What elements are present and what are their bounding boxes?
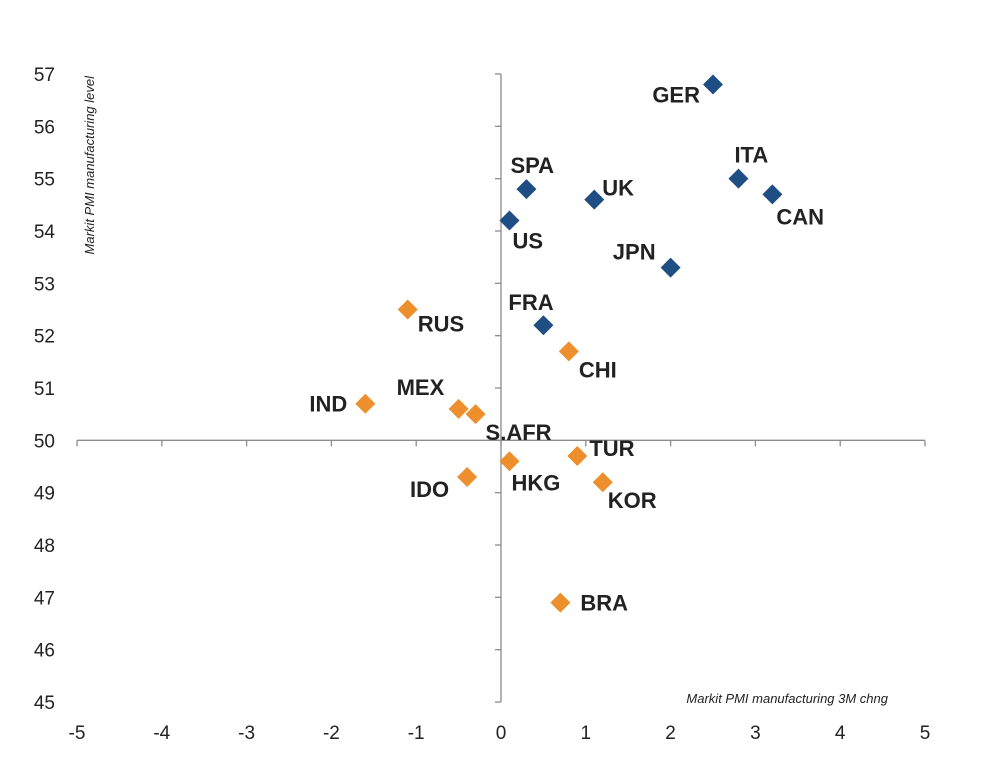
x-tick-label: -1 (408, 723, 425, 744)
x-tick-label: 4 (835, 723, 846, 744)
data-point-spa (516, 179, 537, 200)
point-labels: GER ITA CAN SPA UK US JPN FRA RUS CHI IND MEX S.AFR T… (309, 82, 824, 615)
data-point-bra (550, 592, 571, 613)
point-label-kor: KOR (608, 488, 657, 513)
data-point-mex (448, 398, 469, 419)
point-label-uk: UK (602, 176, 634, 201)
point-label-bra: BRA (580, 591, 628, 616)
y-tick-label: 46 (34, 641, 55, 662)
x-tick-label: 2 (665, 723, 676, 744)
data-points (355, 74, 783, 613)
point-label-ind: IND (309, 392, 347, 417)
point-label-jpn: JPN (613, 240, 656, 265)
point-label-rus: RUS (418, 312, 464, 337)
point-label-spa: SPA (510, 153, 554, 178)
point-label-safr: S.AFR (486, 420, 552, 445)
data-point-rus (397, 299, 418, 320)
data-point-ita (728, 168, 749, 189)
data-point-tur (567, 446, 588, 467)
x-tick-label: -4 (153, 723, 170, 744)
point-label-tur: TUR (589, 436, 634, 461)
y-tick-label: 49 (34, 484, 55, 505)
y-tick-label: 47 (34, 588, 55, 609)
y-tick-label: 50 (34, 431, 55, 452)
ticks: -5 -4 -3 -2 -1 0 1 2 3 4 5454647484950515253545556… (34, 65, 930, 744)
y-tick-label: 57 (34, 65, 55, 86)
y-tick-label: 56 (34, 117, 55, 138)
data-point-kor (592, 472, 613, 493)
data-point-ido (457, 466, 478, 487)
y-tick-label: 55 (34, 170, 55, 191)
point-label-can: CAN (776, 204, 824, 229)
x-tick-label: 0 (496, 723, 507, 744)
x-tick-label: -3 (238, 723, 255, 744)
x-tick-label: 5 (920, 723, 931, 744)
data-point-ger (703, 74, 723, 95)
y-tick-label: 53 (34, 274, 55, 295)
y-tick-label: 48 (34, 536, 55, 557)
y-tick-label: 52 (34, 327, 55, 348)
point-label-us: US (512, 229, 543, 254)
y-axis-title: Markit PMI manufacturing level (82, 75, 97, 255)
data-point-us (499, 210, 520, 231)
x-axis-title: Markit PMI manufacturing 3M chng (686, 691, 888, 706)
y-tick-label: 45 (34, 693, 55, 714)
x-tick-label: -2 (323, 723, 340, 744)
data-point-hkg (499, 451, 520, 472)
data-point-chi (558, 341, 579, 362)
x-tick-label: -5 (69, 723, 86, 744)
data-point-jpn (660, 257, 681, 278)
point-label-ita: ITA (734, 143, 768, 168)
point-label-ido: IDO (410, 477, 449, 502)
y-tick-label: 51 (34, 379, 55, 400)
data-point-ind (355, 393, 376, 414)
point-label-mex: MEX (397, 375, 445, 400)
data-point-safr (465, 404, 486, 425)
data-point-can (762, 184, 783, 205)
x-tick-label: 3 (750, 723, 761, 744)
point-label-chi: CHI (579, 357, 617, 382)
data-point-fra (533, 315, 554, 336)
y-tick-label: 54 (34, 222, 56, 243)
x-tick-label: 1 (581, 723, 592, 744)
point-label-ger: GER (652, 82, 700, 107)
data-point-uk (584, 189, 605, 210)
point-label-fra: FRA (508, 290, 553, 315)
point-label-hkg: HKG (511, 470, 560, 495)
